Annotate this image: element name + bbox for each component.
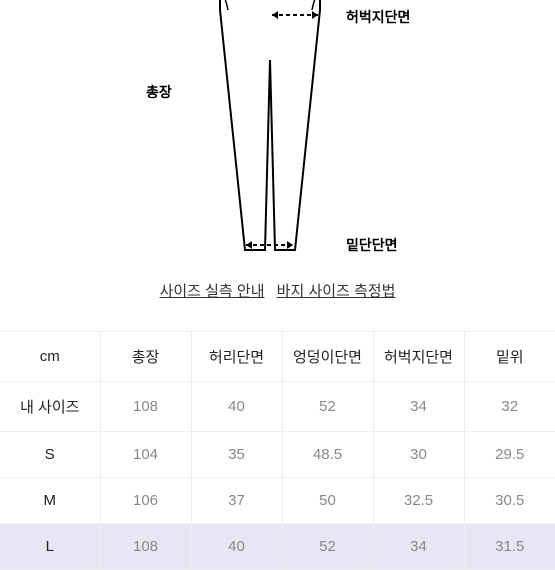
- label-hem-section: 밑단단면: [346, 235, 398, 255]
- cell: 50: [282, 478, 373, 524]
- cell: 34: [373, 382, 464, 432]
- cell: 34: [373, 524, 464, 570]
- cell: 108: [100, 382, 191, 432]
- pants-measure-link[interactable]: 바지 사이즈 측정법: [277, 283, 396, 300]
- cell: 104: [100, 432, 191, 478]
- cell: 52: [282, 382, 373, 432]
- row-label: M: [0, 478, 100, 524]
- cell: 37: [191, 478, 282, 524]
- cell: 32.5: [373, 478, 464, 524]
- links-row: 사이즈 실측 안내 바지 사이즈 측정법: [0, 280, 555, 301]
- col-header: 허벅지단면: [373, 332, 464, 382]
- label-thigh-section: 허벅지단면: [346, 7, 410, 27]
- pants-outline: [190, 0, 350, 260]
- col-header: 밑위: [464, 332, 555, 382]
- col-header: 엉덩이단면: [282, 332, 373, 382]
- label-total-length: 총장: [146, 82, 172, 102]
- cell: 32: [464, 382, 555, 432]
- pants-diagram: 총장 허벅지단면 밑단단면: [0, 0, 555, 265]
- size-guide-link[interactable]: 사이즈 실측 안내: [160, 283, 265, 300]
- table-row: M106375032.530.5: [0, 478, 555, 524]
- row-label: L: [0, 524, 100, 570]
- cell: 40: [191, 382, 282, 432]
- size-table-wrap: cm 총장 허리단면 엉덩이단면 허벅지단면 밑위 내 사이즈108405234…: [0, 331, 555, 570]
- col-header: 허리단면: [191, 332, 282, 382]
- row-label: 내 사이즈: [0, 382, 100, 432]
- cell: 108: [100, 524, 191, 570]
- unit-header: cm: [0, 332, 100, 382]
- cell: 31.5: [464, 524, 555, 570]
- cell: 30.5: [464, 478, 555, 524]
- cell: 29.5: [464, 432, 555, 478]
- table-row: S1043548.53029.5: [0, 432, 555, 478]
- cell: 52: [282, 524, 373, 570]
- cell: 40: [191, 524, 282, 570]
- cell: 30: [373, 432, 464, 478]
- table-row: L10840523431.5: [0, 524, 555, 570]
- col-header: 총장: [100, 332, 191, 382]
- cell: 106: [100, 478, 191, 524]
- size-table: cm 총장 허리단면 엉덩이단면 허벅지단면 밑위 내 사이즈108405234…: [0, 331, 555, 570]
- table-header-row: cm 총장 허리단면 엉덩이단면 허벅지단면 밑위: [0, 332, 555, 382]
- cell: 35: [191, 432, 282, 478]
- cell: 48.5: [282, 432, 373, 478]
- row-label: S: [0, 432, 100, 478]
- table-row: 내 사이즈10840523432: [0, 382, 555, 432]
